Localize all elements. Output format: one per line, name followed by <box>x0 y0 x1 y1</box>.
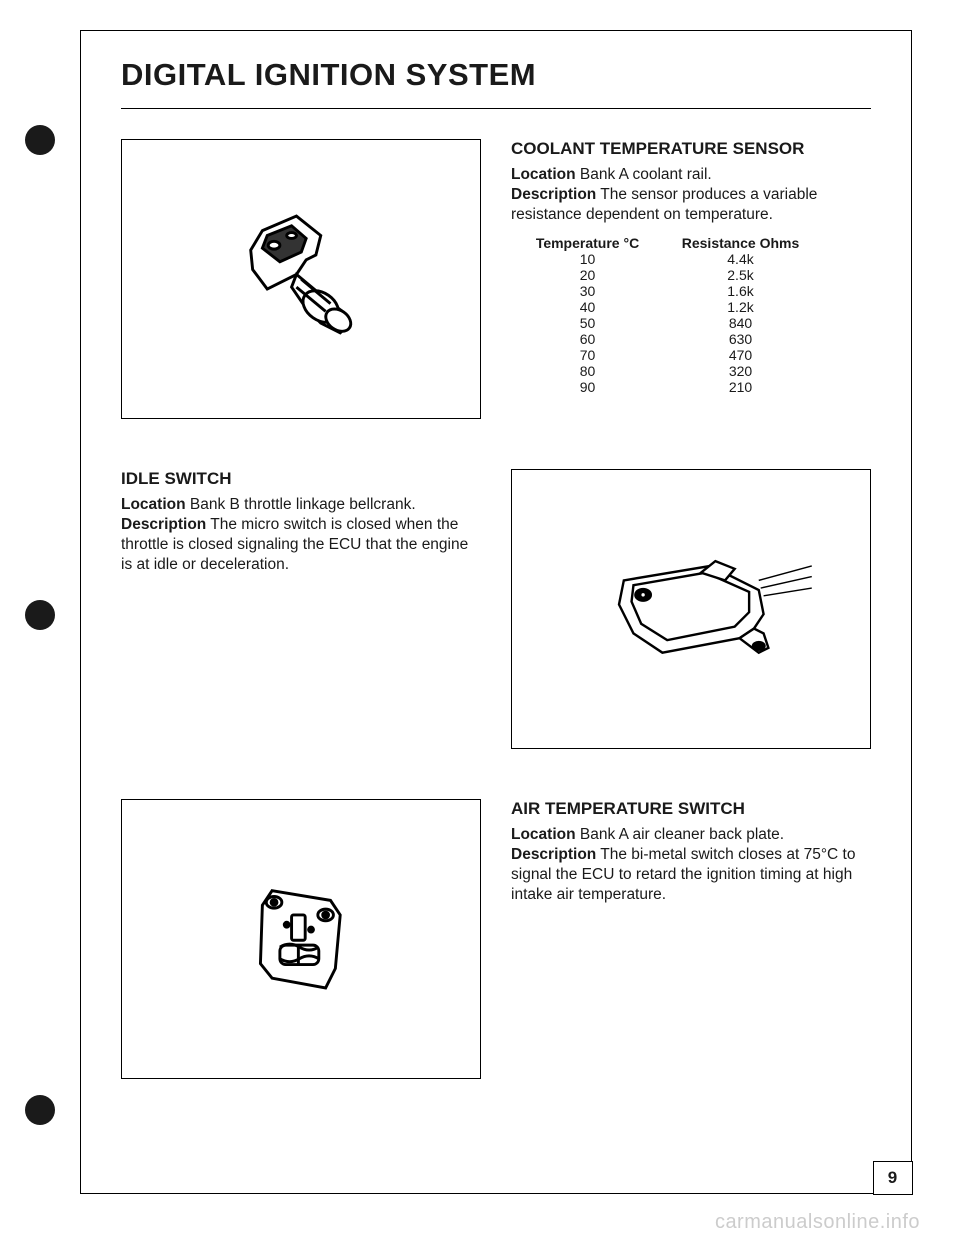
table-cell-resist: 320 <box>664 363 817 379</box>
location-label: Location <box>121 496 186 513</box>
table-cell-temp: 40 <box>511 299 664 315</box>
figure-coolant-sensor <box>121 139 481 419</box>
table-cell-temp: 10 <box>511 251 664 267</box>
table-cell-temp: 90 <box>511 379 664 395</box>
table-row: 70470 <box>511 347 817 363</box>
idle-location: Location Bank B throttle linkage bellcra… <box>121 495 481 515</box>
table-header-temp: Temperature °C <box>511 235 664 251</box>
location-label: Location <box>511 826 576 843</box>
table-cell-resist: 840 <box>664 315 817 331</box>
heading-air-temp: AIR TEMPERATURE SWITCH <box>511 799 871 819</box>
description-label: Description <box>511 846 596 863</box>
table-row: 50840 <box>511 315 817 331</box>
table-cell-resist: 630 <box>664 331 817 347</box>
table-row: 401.2k <box>511 299 817 315</box>
page-frame: DIGITAL IGNITION SYSTEM <box>80 30 912 1194</box>
air-temp-icon <box>176 842 427 1037</box>
page-title: DIGITAL IGNITION SYSTEM <box>121 57 871 109</box>
section-idle-switch: IDLE SWITCH Location Bank B throttle lin… <box>121 469 871 749</box>
table-cell-temp: 60 <box>511 331 664 347</box>
table-cell-temp: 50 <box>511 315 664 331</box>
description-label: Description <box>121 516 206 533</box>
heading-coolant: COOLANT TEMPERATURE SENSOR <box>511 139 871 159</box>
idle-description: Description The micro switch is closed w… <box>121 515 481 575</box>
table-cell-resist: 1.2k <box>664 299 817 315</box>
watermark: carmanualsonline.info <box>715 1211 920 1234</box>
table-cell-temp: 80 <box>511 363 664 379</box>
table-row: 90210 <box>511 379 817 395</box>
table-row: 202.5k <box>511 267 817 283</box>
resistance-table: Temperature °C Resistance Ohms 104.4k202… <box>511 235 817 395</box>
location-label: Location <box>511 166 576 183</box>
location-text: Bank B throttle linkage bellcrank. <box>186 496 416 513</box>
section-coolant-sensor: COOLANT TEMPERATURE SENSOR Location Bank… <box>121 139 871 419</box>
page-number: 9 <box>873 1161 913 1195</box>
air-description: Description The bi-metal switch closes a… <box>511 845 871 905</box>
coolant-location: Location Bank A coolant rail. <box>511 165 871 185</box>
table-cell-resist: 1.6k <box>664 283 817 299</box>
idle-switch-icon <box>566 512 817 707</box>
location-text: Bank A coolant rail. <box>576 166 712 183</box>
punch-hole-middle <box>25 600 55 630</box>
table-row: 60630 <box>511 331 817 347</box>
table-cell-resist: 2.5k <box>664 267 817 283</box>
table-row: 301.6k <box>511 283 817 299</box>
table-row: 80320 <box>511 363 817 379</box>
section-air-temp: AIR TEMPERATURE SWITCH Location Bank A a… <box>121 799 871 1079</box>
table-cell-temp: 20 <box>511 267 664 283</box>
table-row: 104.4k <box>511 251 817 267</box>
description-label: Description <box>511 186 596 203</box>
punch-hole-bottom <box>25 1095 55 1125</box>
air-location: Location Bank A air cleaner back plate. <box>511 825 871 845</box>
heading-idle: IDLE SWITCH <box>121 469 481 489</box>
figure-air-temp-switch <box>121 799 481 1079</box>
table-cell-temp: 30 <box>511 283 664 299</box>
punch-hole-top <box>25 125 55 155</box>
location-text: Bank A air cleaner back plate. <box>576 826 785 843</box>
table-cell-temp: 70 <box>511 347 664 363</box>
table-header-row: Temperature °C Resistance Ohms <box>511 235 817 251</box>
figure-idle-switch <box>511 469 871 749</box>
coolant-description: Description The sensor produces a variab… <box>511 185 871 225</box>
table-header-resist: Resistance Ohms <box>664 235 817 251</box>
sensor-icon <box>176 182 427 377</box>
table-cell-resist: 210 <box>664 379 817 395</box>
table-cell-resist: 4.4k <box>664 251 817 267</box>
table-cell-resist: 470 <box>664 347 817 363</box>
